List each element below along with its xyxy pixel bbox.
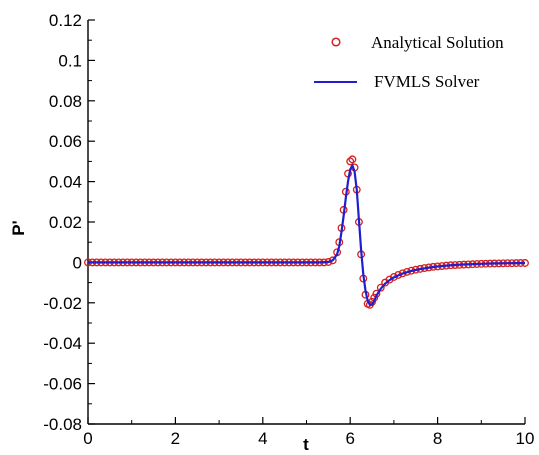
y-tick-label: -0.02	[43, 294, 82, 313]
x-ticks: 0 2 4 6 8 10	[83, 417, 534, 448]
legend-label-fvmls: FVMLS Solver	[374, 72, 480, 91]
x-tick-label: 0	[83, 429, 92, 448]
y-ticks: -0.08 -0.06 -0.04 -0.02 0 0.02 0.04 0.06 0.08 0.1…	[43, 11, 95, 434]
y-tick-label: 0.06	[49, 132, 82, 151]
y-tick-label: 0.04	[49, 173, 82, 192]
y-tick-label: -0.08	[43, 415, 82, 434]
y-tick-label: 0.08	[49, 92, 82, 111]
x-tick-label: 10	[516, 429, 535, 448]
series-layer	[84, 155, 529, 309]
series-analytical	[84, 155, 529, 309]
data-point	[348, 155, 357, 164]
legend-label-analytical: Analytical Solution	[371, 33, 504, 52]
y-axis-title: P'	[9, 220, 28, 235]
series-line-fvmls	[88, 164, 526, 306]
y-tick-label: 0.12	[49, 11, 82, 30]
legend: Analytical Solution FVMLS Solver	[314, 33, 504, 91]
y-tick-label: -0.04	[43, 334, 82, 353]
data-point	[376, 283, 385, 292]
y-tick-label: 0.1	[58, 51, 82, 70]
legend-marker-analytical	[331, 37, 341, 47]
y-tick-label: 0	[73, 253, 82, 272]
x-axis-title: t	[303, 435, 309, 454]
y-tick-label: 0.02	[49, 213, 82, 232]
x-tick-label: 6	[345, 429, 354, 448]
x-tick-label: 8	[433, 429, 442, 448]
x-tick-label: 4	[258, 429, 267, 448]
y-tick-label: -0.06	[43, 375, 82, 394]
x-tick-label: 2	[171, 429, 180, 448]
data-point	[346, 157, 355, 166]
data-point	[328, 256, 337, 265]
